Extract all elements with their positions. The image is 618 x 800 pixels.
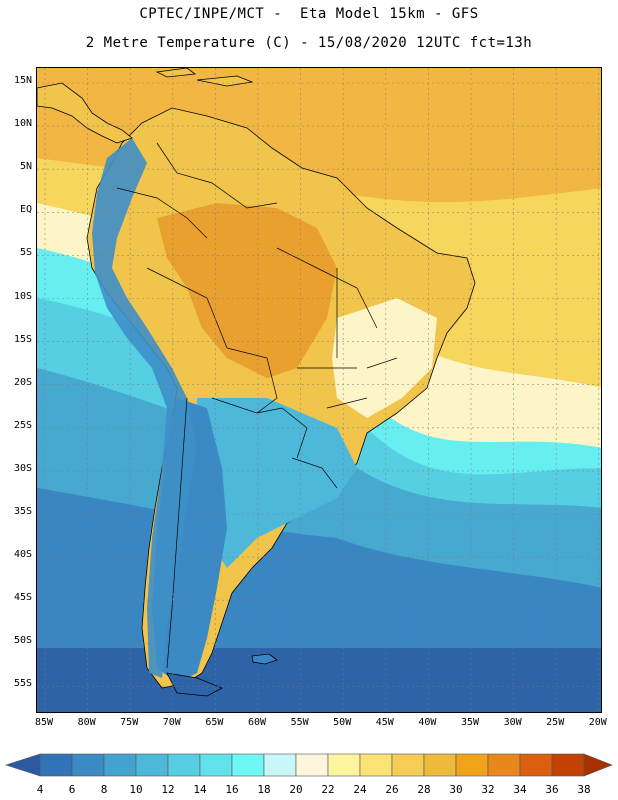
lat-label: 35S (13, 506, 32, 517)
border-bolivia (211, 347, 278, 414)
colorbar-bin (167, 753, 201, 777)
colorbar-label: 32 (481, 783, 495, 796)
colorbar-bin (39, 753, 73, 777)
colorbar-label: 34 (513, 783, 527, 796)
colorbar-bin (327, 753, 361, 777)
border-uruguay (291, 457, 338, 489)
colorbar-label: 8 (100, 783, 108, 796)
colorbar-bin (359, 753, 393, 777)
lon-label: 85W (34, 717, 54, 728)
lat-label: 15S (13, 333, 32, 345)
lon-label: 40W (418, 717, 437, 728)
colorbar-bin (391, 753, 425, 777)
colorbar-bin (295, 753, 329, 777)
lon-label: 25W (546, 717, 565, 728)
colorbar-label: 6 (68, 783, 76, 796)
colorbar-label: 20 (289, 783, 303, 796)
colorbar-label: 12 (161, 783, 175, 796)
colorbar-high-arrow (583, 753, 613, 777)
border-brazil-states (276, 247, 398, 409)
colorbar-bin (487, 753, 521, 777)
colorbar (5, 753, 613, 777)
colorbar-label: 28 (417, 783, 431, 796)
border-venezuela (156, 142, 278, 209)
lat-label: 15N (13, 75, 32, 86)
colorbar-label: 4 (36, 783, 44, 796)
chart-title: CPTEC/INPE/MCT - Eta Model 15km - GFS (139, 6, 479, 22)
colorbar-label: 18 (257, 783, 271, 796)
colorbar-bin (455, 753, 489, 777)
colorbar-bin (519, 753, 553, 777)
colorbar-bin (103, 753, 137, 777)
lat-label: 10S (13, 290, 32, 302)
colorbar-bin (263, 753, 297, 777)
falkland-islands (251, 653, 278, 665)
lon-label: 70W (162, 717, 181, 728)
lon-label: 20W (588, 717, 607, 728)
lat-label: 25S (13, 419, 32, 431)
colorbar-label: 14 (193, 783, 207, 796)
country-borders (116, 142, 398, 669)
lat-label: 45S (13, 592, 32, 604)
pampas-cool-zone (197, 398, 357, 568)
colorbar-label: 24 (353, 783, 367, 796)
central-america-land (37, 82, 133, 144)
border-peru-brazil (146, 267, 228, 349)
amazon-hot-zone (157, 203, 337, 378)
colorbar-bin (135, 753, 169, 777)
lon-label: 30W (503, 717, 522, 728)
colorbar-label: 26 (385, 783, 399, 796)
caribbean-island-2 (155, 68, 197, 78)
colorbar-bin (231, 753, 265, 777)
colorbar-label: 30 (449, 783, 463, 796)
lat-label: 20S (13, 376, 32, 388)
colorbar-label: 38 (577, 783, 591, 796)
caribbean-island-1 (196, 75, 254, 87)
border-colombia (116, 187, 208, 239)
lon-label: 45W (375, 717, 394, 728)
coordinate-grid (37, 68, 601, 712)
lon-label: 55W (290, 717, 309, 728)
colorbar-bin (199, 753, 233, 777)
chart-subtitle: 2 Metre Temperature (C) - 15/08/2020 12U… (85, 35, 533, 51)
colorbar-label: 36 (545, 783, 559, 796)
colorbar-bin (551, 753, 585, 777)
temperature-map (36, 67, 602, 713)
lat-label: 40S (13, 549, 32, 561)
lat-label: 30S (13, 462, 32, 474)
colorbar-label: 10 (129, 783, 143, 796)
colorbar-bin (423, 753, 457, 777)
lon-label: 65W (205, 717, 224, 728)
brazil-pale-zone (332, 298, 437, 418)
lat-label: 5N (19, 161, 32, 173)
lat-label: EQ (19, 204, 32, 216)
lon-label: 75W (120, 717, 139, 728)
tierra-del-fuego (166, 672, 223, 697)
andes-cold-strip (92, 138, 197, 678)
colorbar-label: 22 (321, 783, 335, 796)
lat-label: 10N (13, 118, 32, 130)
border-argentina-chile (166, 397, 188, 669)
lon-label: 50W (333, 717, 352, 728)
colorbar-low-arrow (5, 753, 41, 777)
colorbar-label: 16 (225, 783, 239, 796)
lon-label: 35W (460, 717, 480, 728)
lon-label: 60W (247, 717, 267, 728)
lat-label: 55S (13, 678, 32, 690)
map-canvas (37, 68, 601, 712)
lat-label: 5S (19, 247, 32, 259)
lon-label: 80W (77, 717, 96, 728)
border-paraguay (256, 407, 308, 459)
lat-label: 50S (13, 635, 32, 647)
colorbar-bin (71, 753, 105, 777)
